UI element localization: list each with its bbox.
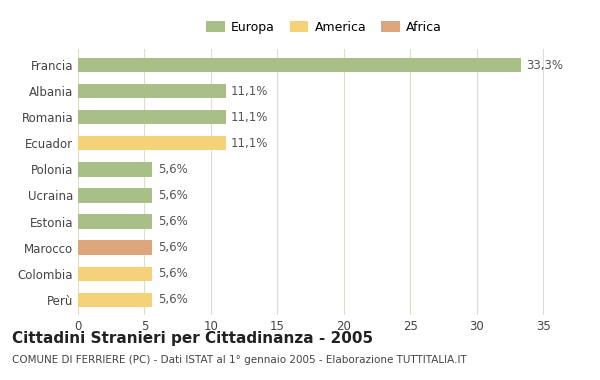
Text: COMUNE DI FERRIERE (PC) - Dati ISTAT al 1° gennaio 2005 - Elaborazione TUTTITALI: COMUNE DI FERRIERE (PC) - Dati ISTAT al … <box>12 355 467 365</box>
Bar <box>78 162 152 177</box>
Text: Cittadini Stranieri per Cittadinanza - 2005: Cittadini Stranieri per Cittadinanza - 2… <box>12 331 373 345</box>
Bar <box>78 110 226 124</box>
Bar <box>78 293 152 307</box>
Text: 5,6%: 5,6% <box>158 241 188 254</box>
Text: 11,1%: 11,1% <box>231 111 268 124</box>
Bar <box>78 214 152 229</box>
Bar <box>78 241 152 255</box>
Text: 11,1%: 11,1% <box>231 137 268 150</box>
Text: 5,6%: 5,6% <box>158 215 188 228</box>
Text: 5,6%: 5,6% <box>158 267 188 280</box>
Bar <box>78 136 226 150</box>
Bar <box>78 266 152 281</box>
Bar <box>78 58 521 72</box>
Text: 5,6%: 5,6% <box>158 163 188 176</box>
Bar <box>78 84 226 98</box>
Text: 33,3%: 33,3% <box>526 59 563 71</box>
Legend: Europa, America, Africa: Europa, America, Africa <box>201 16 447 39</box>
Text: 5,6%: 5,6% <box>158 293 188 306</box>
Text: 5,6%: 5,6% <box>158 189 188 202</box>
Bar <box>78 188 152 203</box>
Text: 11,1%: 11,1% <box>231 85 268 98</box>
